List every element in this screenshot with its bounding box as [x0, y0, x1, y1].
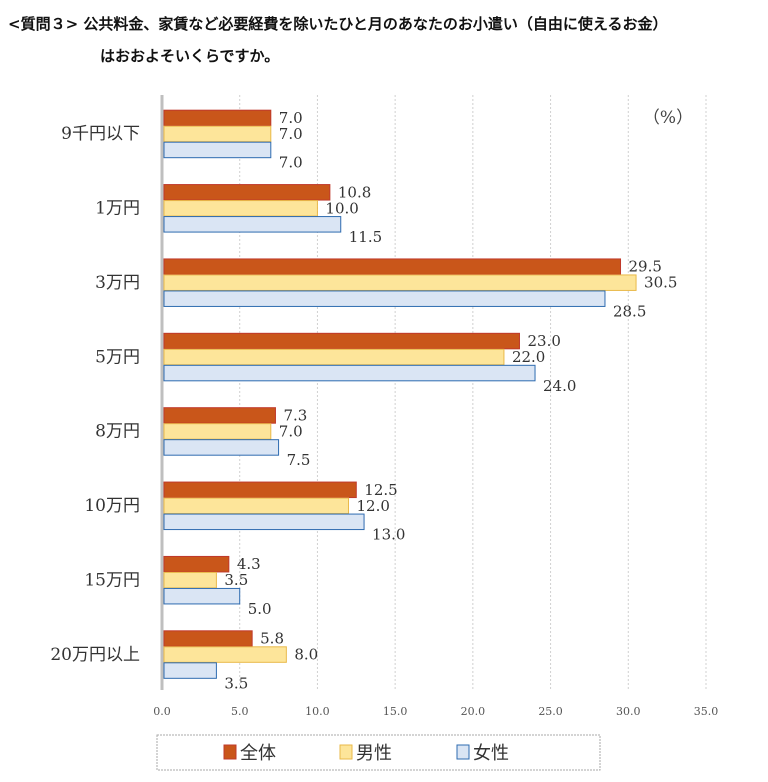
data-label: 5.0	[248, 600, 272, 618]
bar-female	[163, 439, 280, 456]
bar-total	[163, 407, 276, 424]
data-label: 7.0	[279, 125, 303, 143]
bar-male	[163, 571, 217, 589]
data-label: 3.5	[224, 674, 248, 692]
data-label: 4.3	[237, 555, 261, 573]
data-label: 10.0	[325, 199, 358, 217]
legend-swatch	[456, 744, 470, 760]
category-label: 10万円	[84, 496, 140, 516]
bar-female	[163, 290, 606, 307]
legend-swatch	[223, 744, 237, 760]
bar-male	[163, 274, 637, 291]
category-label: 8万円	[95, 422, 140, 442]
legend-swatch	[339, 744, 353, 760]
data-label: 10.8	[338, 183, 371, 201]
bar-male	[163, 125, 272, 143]
bar-female	[163, 587, 241, 605]
x-tick-label: 25.0	[538, 705, 563, 718]
bar-male	[163, 200, 318, 217]
category-label: 20万円以上	[50, 645, 140, 665]
chart-title-line1: <質問３> 公共料金、家賃など必要経費を除いたひと月のあなたのお小遣い（自由に使…	[8, 15, 668, 33]
bar-total	[163, 332, 520, 350]
bar-male	[163, 423, 272, 440]
data-label: 13.0	[372, 526, 405, 544]
bar-total	[163, 481, 357, 499]
x-tick-label: 35.0	[694, 705, 719, 718]
data-label: 12.5	[364, 481, 397, 499]
bar-female	[163, 141, 272, 159]
bar-total	[163, 109, 272, 127]
bar-male	[163, 497, 350, 515]
data-label: 3.5	[224, 571, 248, 589]
data-label: 8.0	[294, 646, 318, 664]
data-label: 30.5	[644, 274, 677, 292]
data-label: 28.5	[613, 302, 646, 320]
bar-total	[163, 630, 253, 647]
legend-label: 全体	[240, 743, 276, 764]
bar-female	[163, 216, 342, 233]
x-tick-label: 20.0	[461, 705, 486, 718]
chart-title-line2: はおおよそいくらですか。	[100, 47, 280, 65]
x-tick-label: 30.0	[616, 705, 641, 718]
bar-female	[163, 513, 365, 531]
bar-male	[163, 348, 505, 366]
bar-female	[163, 364, 536, 382]
data-label: 7.3	[283, 406, 307, 424]
data-label: 12.0	[357, 497, 390, 515]
bar-total	[163, 555, 230, 573]
x-tick-label: 0.0	[153, 705, 171, 718]
x-tick-label: 10.0	[305, 705, 330, 718]
legend-label: 女性	[473, 743, 509, 764]
x-tick-label: 15.0	[383, 705, 408, 718]
data-label: 7.0	[279, 422, 303, 440]
legend-label: 男性	[356, 743, 392, 764]
data-label: 7.5	[287, 451, 311, 469]
bar-female	[163, 662, 217, 679]
category-label: 9千円以下	[61, 124, 140, 144]
x-tick-label: 5.0	[231, 705, 249, 718]
category-label: 1万円	[95, 199, 140, 219]
category-label: 15万円	[84, 570, 140, 590]
data-label: 23.0	[527, 332, 560, 350]
data-label: 7.0	[279, 154, 303, 172]
category-label: 3万円	[95, 273, 140, 293]
data-label: 29.5	[629, 258, 662, 276]
bar-male	[163, 646, 287, 663]
data-label: 22.0	[512, 348, 545, 366]
unit-label: （%）	[643, 108, 693, 128]
category-label: 5万円	[95, 347, 140, 367]
bar-total	[163, 258, 622, 275]
data-label: 7.0	[279, 109, 303, 127]
data-label: 24.0	[543, 377, 576, 395]
data-label: 11.5	[349, 228, 382, 246]
data-label: 5.8	[260, 630, 284, 648]
bar-total	[163, 184, 331, 201]
